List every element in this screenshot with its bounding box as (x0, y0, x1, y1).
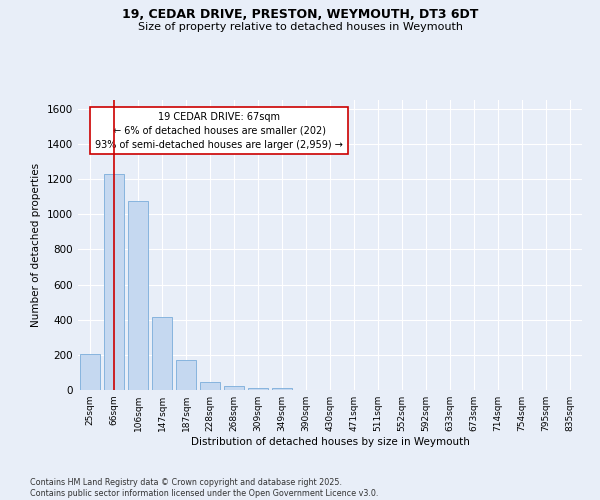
Bar (128, 201, 148, 390)
Bar (224, 386, 244, 390)
Y-axis label: Number of detached properties: Number of detached properties (31, 163, 41, 327)
Bar (248, 388, 268, 390)
Bar (80, 354, 100, 390)
Text: Contains HM Land Registry data © Crown copyright and database right 2025.
Contai: Contains HM Land Registry data © Crown c… (30, 478, 379, 498)
Bar (104, 174, 124, 390)
Bar (200, 382, 220, 390)
Bar (152, 317, 172, 390)
Text: 19 CEDAR DRIVE: 67sqm
← 6% of detached houses are smaller (202)
93% of semi-deta: 19 CEDAR DRIVE: 67sqm ← 6% of detached h… (95, 112, 343, 150)
Text: Size of property relative to detached houses in Weymouth: Size of property relative to detached ho… (137, 22, 463, 32)
Bar (176, 360, 196, 390)
Text: 19, CEDAR DRIVE, PRESTON, WEYMOUTH, DT3 6DT: 19, CEDAR DRIVE, PRESTON, WEYMOUTH, DT3 … (122, 8, 478, 20)
X-axis label: Distribution of detached houses by size in Weymouth: Distribution of detached houses by size … (191, 437, 469, 447)
Bar (272, 388, 292, 390)
